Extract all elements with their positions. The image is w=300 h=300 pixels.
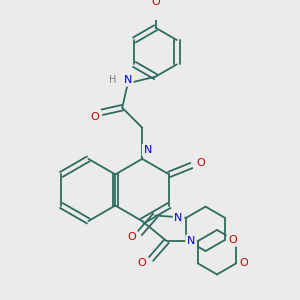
Text: O: O (228, 235, 237, 245)
Text: O: O (151, 0, 160, 7)
Text: N: N (144, 145, 152, 155)
Text: O: O (196, 158, 205, 168)
Text: N: N (187, 236, 195, 246)
Text: O: O (240, 258, 248, 268)
Text: O: O (90, 112, 99, 122)
Text: H: H (109, 75, 117, 85)
Text: O: O (128, 232, 136, 242)
Text: O: O (138, 258, 147, 268)
Text: N: N (124, 75, 132, 85)
Text: N: N (174, 213, 183, 223)
